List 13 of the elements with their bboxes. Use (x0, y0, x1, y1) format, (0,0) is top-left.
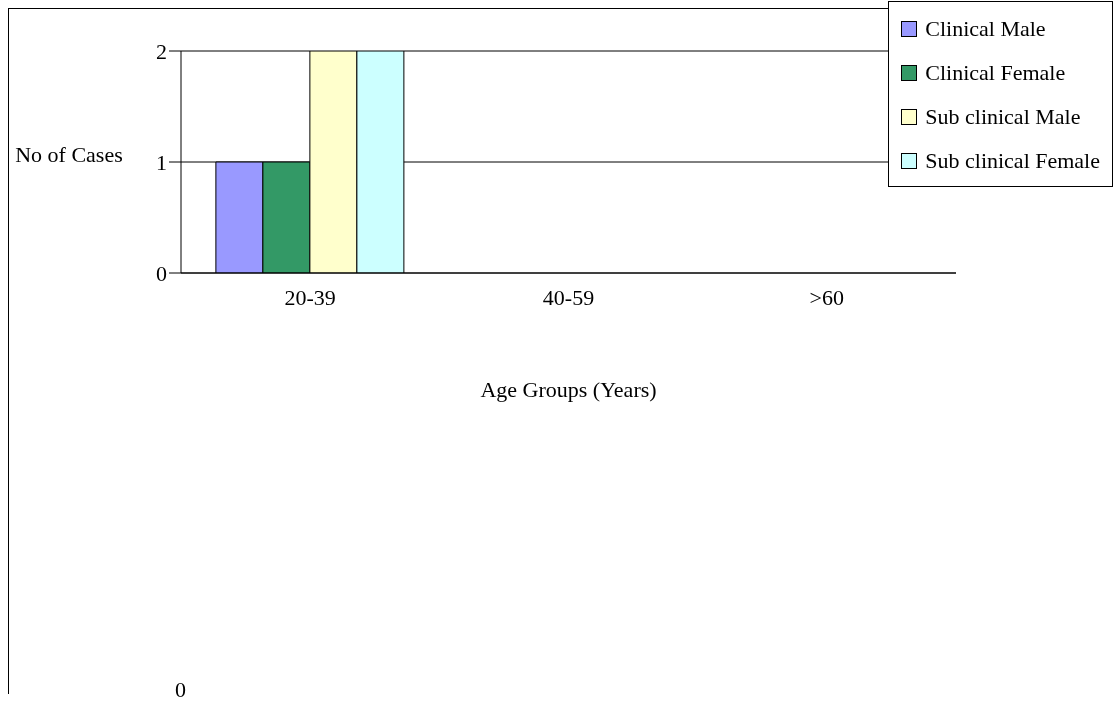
y-axis-title: No of Cases (15, 142, 123, 167)
legend-label: Clinical Male (925, 16, 1046, 42)
legend-label: Sub clinical Male (925, 104, 1081, 130)
y-tick-label: 2 (156, 38, 167, 64)
x-tick-label: >60 (809, 284, 845, 310)
x-axis-title: Age Groups (Years) (480, 376, 657, 402)
y-tick-label: 0 (156, 260, 167, 286)
legend-label: Clinical Female (925, 60, 1066, 86)
y-tick-label: 1 (156, 149, 167, 175)
x-tick-label: 40-59 (542, 284, 595, 310)
text: 0 (175, 677, 186, 701)
legend-label: Sub clinical Female (925, 148, 1100, 174)
x-tick-label: 20-39 (284, 284, 336, 310)
